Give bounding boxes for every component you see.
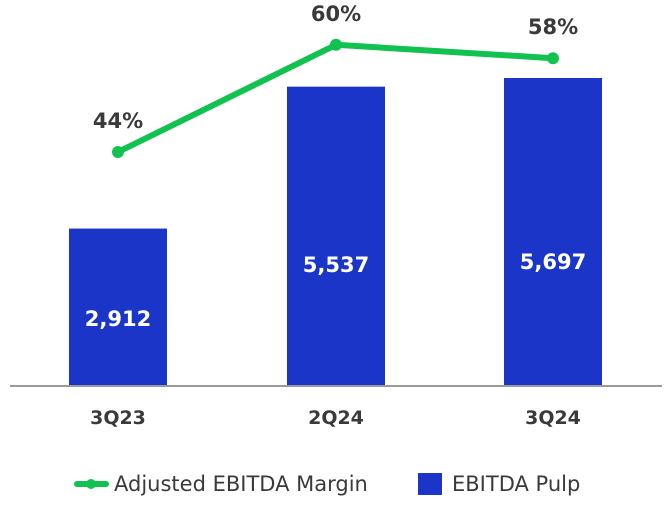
legend: Adjusted EBITDA Margin EBITDA Pulp: [74, 472, 580, 496]
x-tick-label: 3Q23: [90, 407, 146, 429]
bar-2Q24: [287, 86, 385, 386]
bar-value-label: 5,697: [520, 250, 586, 274]
x-tick-label: 2Q24: [308, 407, 364, 429]
margin-series: 44% 60% 58%: [93, 2, 578, 158]
margin-point: [112, 146, 124, 158]
legend-label-ebitda: EBITDA Pulp: [452, 472, 580, 496]
margin-value-label: 44%: [93, 109, 143, 133]
legend-line-marker: [86, 479, 96, 489]
bar-3Q23: [69, 228, 167, 386]
margin-value-label: 58%: [528, 15, 578, 39]
bar-3Q24: [504, 78, 602, 386]
margin-point: [547, 52, 559, 65]
legend-label-margin: Adjusted EBITDA Margin: [114, 472, 368, 496]
bars: 2,912 5,537 5,697: [69, 78, 602, 386]
legend-bar-swatch: [418, 473, 442, 495]
margin-value-label: 60%: [311, 2, 361, 26]
x-tick-label: 3Q24: [525, 407, 581, 429]
bar-value-label: 2,912: [85, 307, 151, 331]
bar-value-label: 5,537: [303, 253, 369, 277]
margin-point: [330, 38, 342, 51]
x-axis-ticks: 3Q23 2Q24 3Q24: [90, 407, 581, 429]
